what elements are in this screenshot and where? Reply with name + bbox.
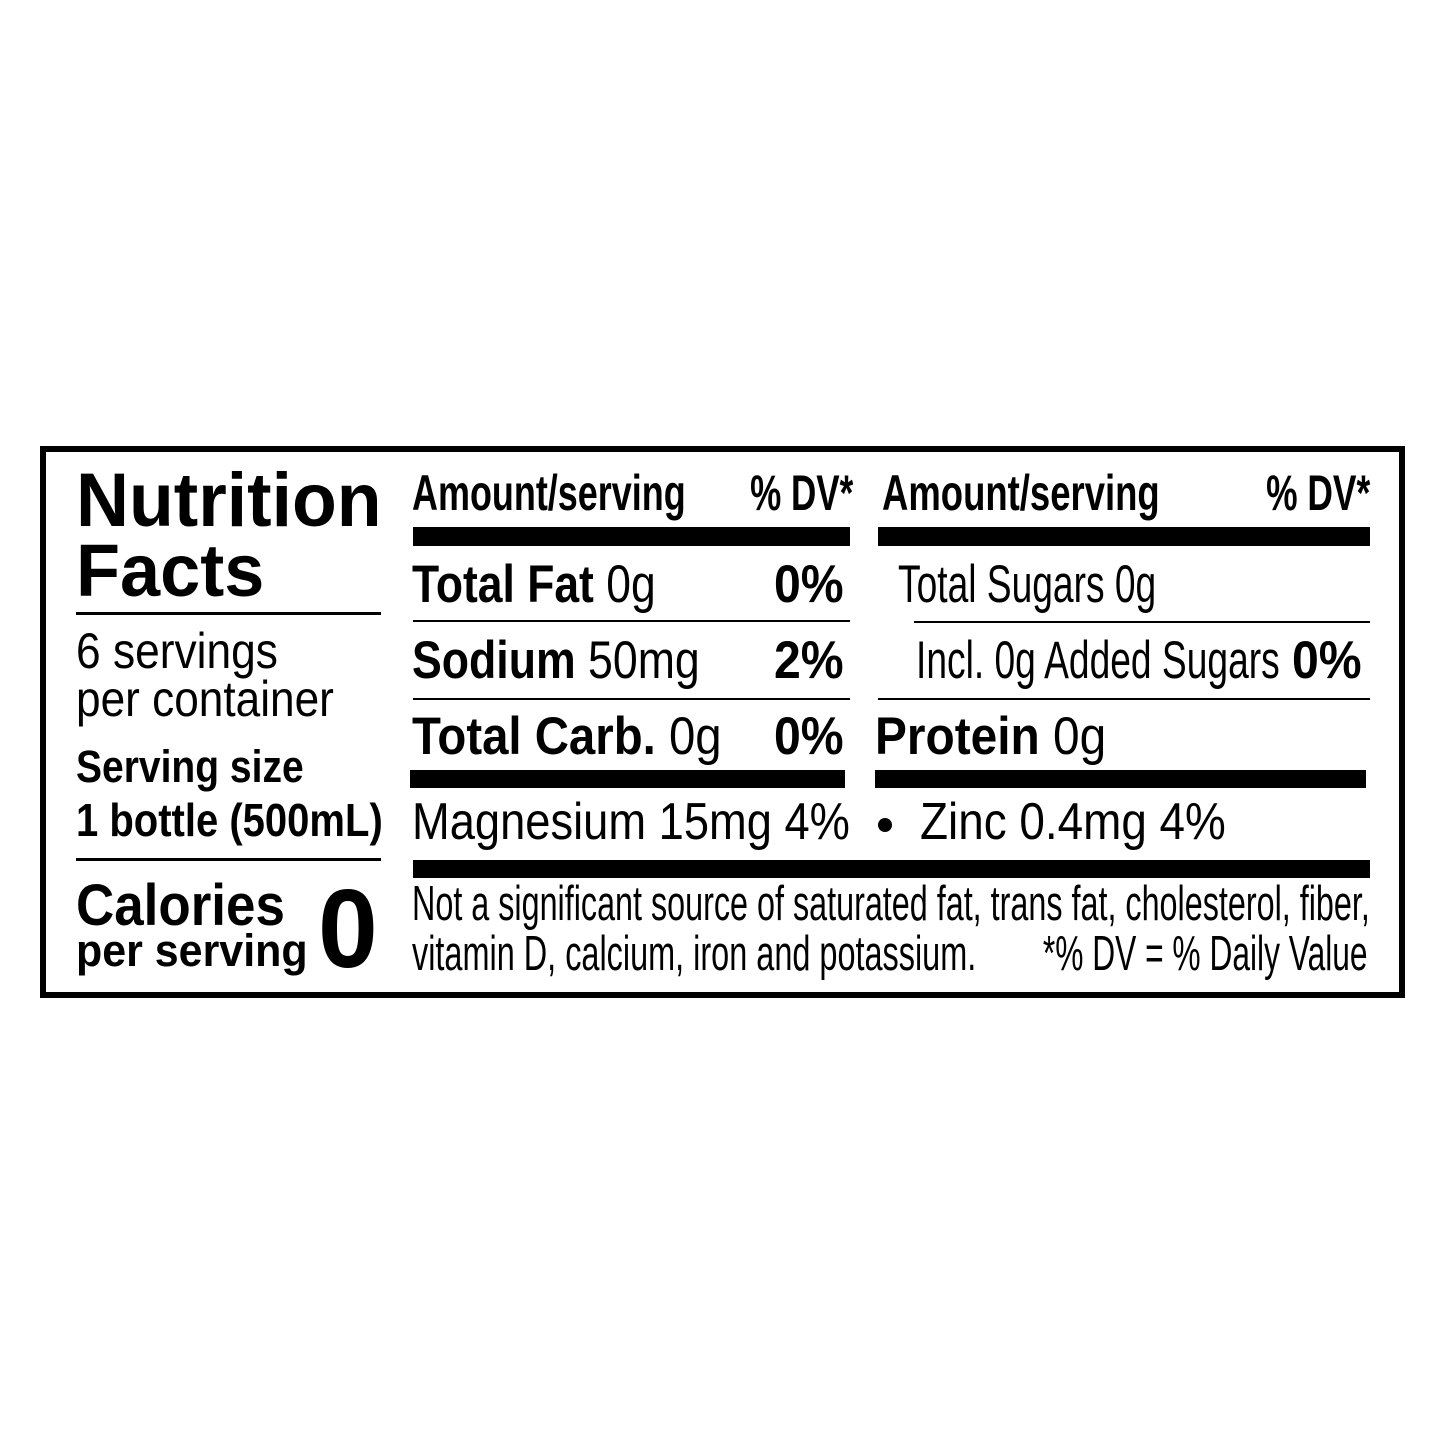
nutrition-facts-panel — [40, 446, 1405, 998]
total-fat-dv: 0% — [774, 555, 844, 615]
magnesium: Magnesium 15mg 4% — [412, 792, 850, 851]
calories-label: Calories — [76, 872, 285, 938]
sodium-row: Sodium 50mg — [412, 634, 700, 687]
divider — [878, 698, 1370, 700]
nutrient-name: Total Fat — [412, 555, 594, 615]
header-amount-serving-right: Amount/serving — [882, 464, 1160, 521]
nutrient-name: Total Carb. — [412, 707, 656, 767]
nutrient-amount: 0g — [1053, 707, 1107, 767]
divider — [413, 620, 850, 622]
calories-value: 0 — [318, 866, 378, 991]
dv-note: *% DV = % Daily Value — [1043, 927, 1368, 982]
header-dv-right: % DV* — [1265, 464, 1370, 521]
protein-row: Protein 0g — [875, 710, 1106, 763]
thick-bar — [878, 527, 1370, 546]
nutrient-amount: 50mg — [588, 631, 700, 691]
serving-size-value: 1 bottle (500mL) — [76, 794, 383, 847]
header-amount-serving: Amount/serving — [412, 464, 686, 521]
nutrient-amount: 0g — [668, 707, 722, 767]
serving-size-label: Serving size — [76, 740, 304, 792]
total-fat-row: Total Fat 0g — [412, 558, 656, 611]
thick-bar — [875, 770, 1366, 788]
thick-bar — [410, 770, 845, 788]
nutrient-amount: 0g — [606, 555, 656, 615]
nutrient-name: Protein — [875, 707, 1040, 767]
thick-bar — [413, 860, 1370, 878]
footnote-line1: Not a significant source of saturated fa… — [412, 877, 1370, 932]
header-dv: % DV* — [749, 464, 853, 521]
title-facts: Facts — [76, 529, 265, 613]
divider — [413, 698, 850, 700]
sodium-dv: 2% — [774, 631, 844, 691]
divider — [76, 612, 381, 615]
thick-bar — [413, 527, 850, 546]
divider — [76, 858, 381, 861]
calories-sublabel: per serving — [76, 924, 308, 976]
nutrient-name: Sodium — [412, 631, 576, 691]
added-sugars: Incl. 0g Added Sugars — [916, 631, 1280, 691]
footnote-line2: vitamin D, calcium, iron and potassium. — [412, 927, 977, 982]
bullet-icon — [878, 818, 892, 832]
title-nutrition: Nutrition — [76, 457, 382, 543]
total-carb-dv: 0% — [774, 707, 844, 767]
added-sugars-dv: 0% — [1292, 631, 1362, 691]
total-sugars: Total Sugars 0g — [898, 555, 1157, 615]
divider — [914, 621, 1370, 623]
total-carb-row: Total Carb. 0g — [412, 710, 722, 763]
servings-per-container-line2: per container — [76, 670, 334, 727]
servings-per-container: 6 servings — [76, 622, 278, 679]
zinc: Zinc 0.4mg 4% — [920, 792, 1226, 851]
